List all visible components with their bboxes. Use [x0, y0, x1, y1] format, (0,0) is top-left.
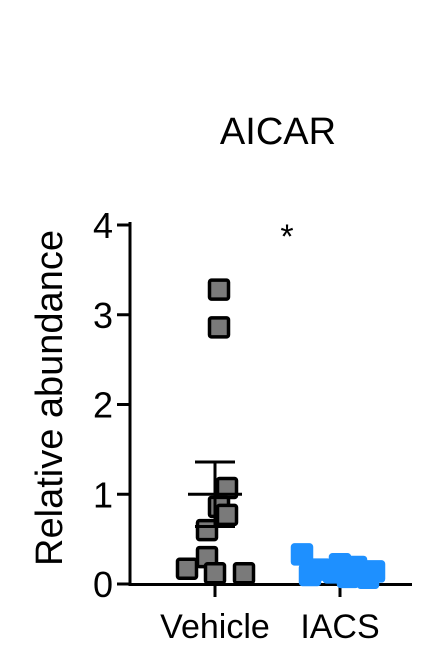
y-tick-label-1: 1: [93, 474, 113, 515]
x-tick-label-vehicle: Vehicle: [160, 608, 270, 646]
y-ticks: 0 1 2 3 4: [93, 205, 130, 605]
mean-error-bars: [188, 460, 364, 577]
data-point-vehicle-10: [203, 561, 227, 585]
chart-title: AICAR: [220, 111, 336, 153]
data-point-vehicle-9: [232, 561, 256, 585]
y-tick-label-4: 4: [93, 205, 113, 246]
y-axis-label: Relative abundance: [29, 230, 71, 566]
data-point-iacs-10: [356, 566, 380, 589]
data-point-vehicle-5: [215, 503, 239, 527]
data-point-vehicle-1: [207, 278, 231, 301]
significance-marker: *: [280, 218, 293, 256]
y-tick-label-3: 3: [93, 295, 113, 336]
x-tick-label-iacs: IACS: [300, 608, 379, 646]
data-point-vehicle-2: [207, 316, 231, 339]
data-points: [175, 278, 386, 589]
data-point-iacs-8: [298, 563, 322, 587]
y-tick-label-0: 0: [93, 564, 113, 605]
y-tick-label-2: 2: [93, 385, 113, 426]
data-point-vehicle-8: [175, 557, 199, 580]
x-ticks: Vehicle IACS: [160, 584, 380, 646]
data-point-iacs-1: [290, 543, 314, 566]
